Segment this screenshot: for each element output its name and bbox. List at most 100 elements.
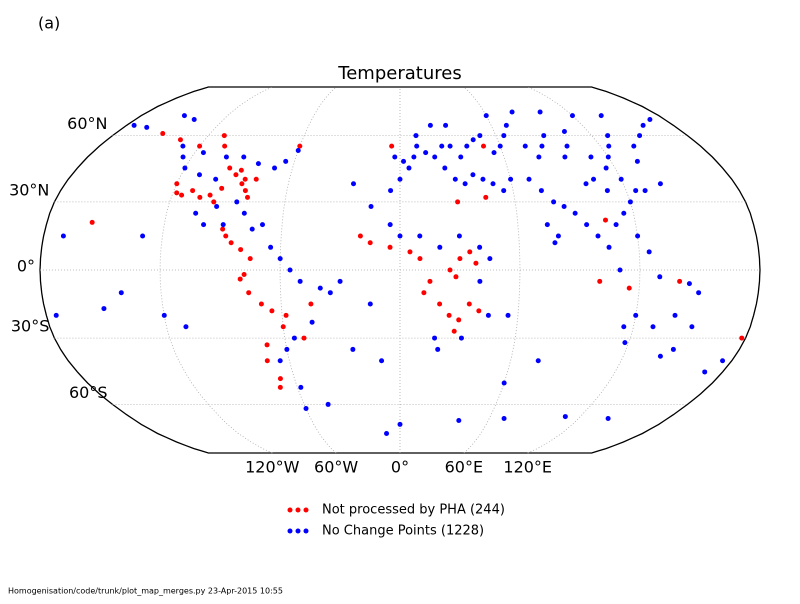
station [207, 192, 213, 198]
station [387, 244, 393, 250]
station [439, 143, 445, 149]
station [237, 276, 243, 282]
station [739, 335, 745, 341]
station [277, 256, 283, 262]
station [401, 158, 407, 164]
meridian [527, 86, 641, 454]
lon-label: 0° [391, 457, 409, 476]
station [239, 181, 245, 187]
station [268, 244, 274, 250]
station [180, 154, 186, 160]
station [618, 176, 624, 182]
meridian [159, 86, 273, 454]
station [462, 181, 468, 187]
station [561, 128, 567, 134]
station [605, 133, 611, 139]
station [222, 143, 228, 149]
station [672, 312, 678, 318]
station [501, 416, 507, 422]
station [551, 199, 557, 205]
station [477, 278, 483, 284]
station [606, 244, 612, 250]
station [670, 346, 676, 352]
station [604, 188, 610, 194]
station [432, 335, 438, 341]
station [213, 176, 219, 182]
station [413, 133, 419, 139]
station [446, 312, 452, 318]
station-group [89, 131, 745, 390]
station [384, 431, 390, 437]
station [161, 312, 167, 318]
station [470, 137, 476, 143]
station [388, 188, 394, 194]
station [627, 199, 633, 205]
station [635, 233, 641, 239]
lat-label: 0° [17, 257, 35, 276]
station [646, 249, 652, 255]
station [197, 143, 203, 149]
station [522, 143, 528, 149]
station [421, 290, 427, 296]
station [621, 210, 627, 216]
station [613, 222, 619, 228]
station [562, 414, 568, 420]
station [101, 306, 107, 312]
lon-label: 60°W [314, 457, 358, 476]
lon-label: 120°W [245, 457, 300, 476]
station [457, 256, 463, 262]
station [297, 278, 303, 284]
station [269, 308, 275, 314]
station [538, 188, 544, 194]
lat-label: 60°N [67, 114, 107, 133]
station [255, 161, 261, 167]
station [501, 380, 507, 386]
station [702, 369, 708, 375]
station [640, 122, 646, 128]
station [241, 272, 247, 278]
station [160, 131, 166, 137]
station [298, 384, 304, 390]
station [350, 181, 356, 187]
station [562, 154, 568, 160]
station [397, 233, 403, 239]
station [633, 312, 639, 318]
station [295, 147, 301, 153]
station [223, 233, 229, 239]
panel-label: (a) [38, 14, 60, 33]
station [249, 226, 255, 232]
station [182, 165, 188, 171]
station [456, 233, 462, 239]
station [602, 217, 608, 223]
station [442, 165, 448, 171]
station [337, 278, 343, 284]
station [253, 176, 259, 182]
station [309, 319, 315, 325]
station [637, 133, 643, 139]
station [245, 194, 251, 200]
station [605, 416, 611, 422]
station [200, 150, 206, 156]
station [626, 285, 632, 291]
station [60, 233, 66, 239]
station [280, 324, 286, 330]
lon-label: 60°E [445, 457, 483, 476]
station [179, 192, 185, 198]
station [539, 143, 545, 149]
legend-marker [295, 507, 301, 513]
station [264, 342, 270, 348]
station [552, 240, 558, 246]
footer: Homogenisation/code/trunk/plot_map_merge… [8, 587, 283, 596]
station [622, 340, 628, 346]
station [174, 190, 180, 196]
station [483, 113, 489, 119]
station [588, 154, 594, 160]
station-group [53, 109, 726, 437]
station [696, 290, 702, 296]
station [303, 406, 309, 412]
station [191, 117, 197, 123]
station [631, 143, 637, 149]
station [544, 222, 550, 228]
station [325, 401, 331, 407]
station [247, 256, 253, 262]
